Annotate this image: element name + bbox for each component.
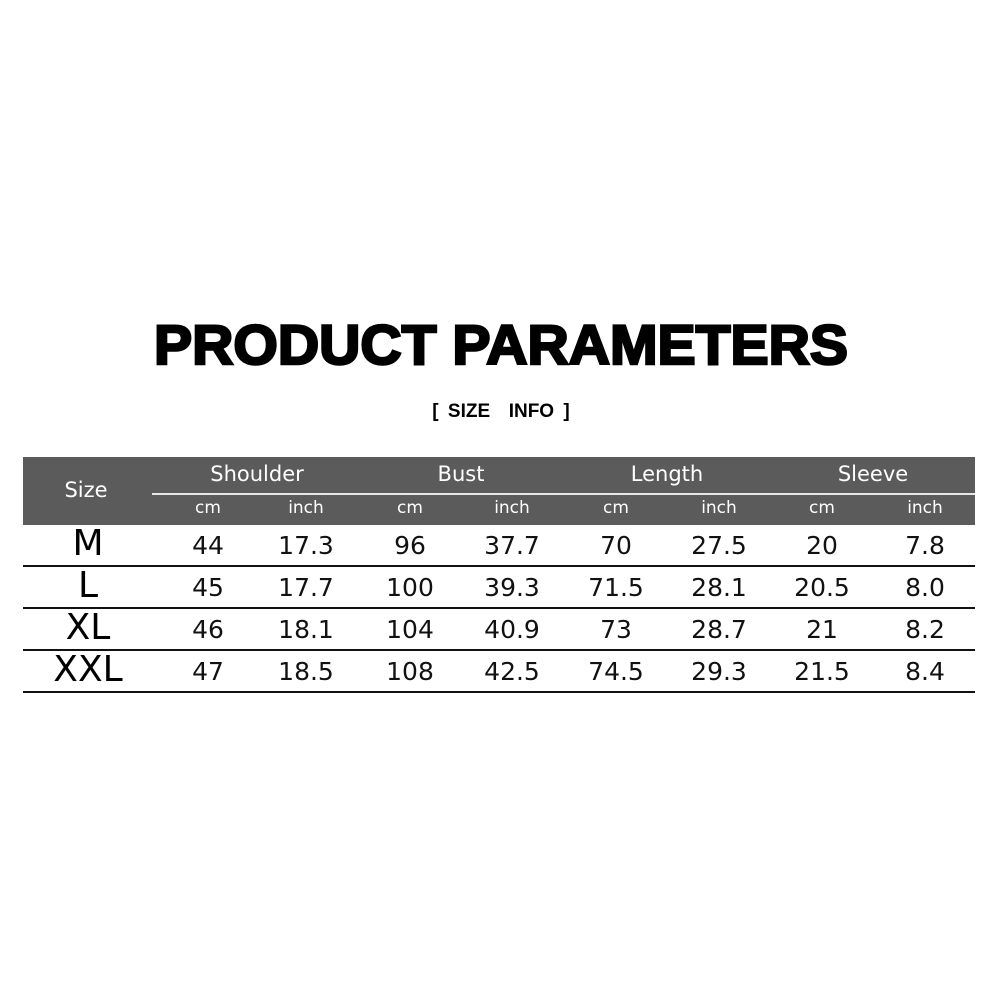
unit-header: cm xyxy=(195,498,221,518)
table-cell: 28.1 xyxy=(691,573,747,602)
table-cell: 70 xyxy=(600,531,632,560)
table-cell: 45 xyxy=(192,573,224,602)
subtitle: [ SIZE INFO ] xyxy=(432,401,570,422)
row-divider xyxy=(23,691,975,693)
unit-header: cm xyxy=(809,498,835,518)
table-cell: 44 xyxy=(192,531,224,560)
table-cell: 21.5 xyxy=(794,657,850,686)
table-cell: 37.7 xyxy=(484,531,540,560)
table-cell: 17.7 xyxy=(278,573,334,602)
table-cell: 100 xyxy=(386,573,434,602)
table-cell: 29.3 xyxy=(691,657,747,686)
table-cell: 8.4 xyxy=(905,657,945,686)
unit-header: cm xyxy=(397,498,423,518)
table-cell: 108 xyxy=(386,657,434,686)
table-cell: 18.1 xyxy=(278,615,334,644)
table-header xyxy=(23,457,975,525)
row-divider xyxy=(23,649,975,651)
group-header: Shoulder xyxy=(210,462,304,486)
table-cell: 47 xyxy=(192,657,224,686)
row-divider xyxy=(23,565,975,567)
table-cell: 18.5 xyxy=(278,657,334,686)
table-cell: 96 xyxy=(394,531,426,560)
row-divider xyxy=(23,607,975,609)
unit-header: cm xyxy=(603,498,629,518)
size-label: XL xyxy=(65,607,111,648)
table-cell: 104 xyxy=(386,615,434,644)
table-cell: 42.5 xyxy=(484,657,540,686)
table-cell: 46 xyxy=(192,615,224,644)
table-cell: 20 xyxy=(806,531,838,560)
table-cell: 7.8 xyxy=(905,531,945,560)
table-cell: 8.2 xyxy=(905,615,945,644)
table-cell: 74.5 xyxy=(588,657,644,686)
group-header: Sleeve xyxy=(837,462,909,486)
size-label: L xyxy=(77,565,99,606)
table-cell: 28.7 xyxy=(691,615,747,644)
table-cell: 40.9 xyxy=(484,615,540,644)
table-cell: 20.5 xyxy=(794,573,850,602)
unit-header: inch xyxy=(701,498,737,518)
unit-header: inch xyxy=(494,498,530,518)
size-label: XXL xyxy=(53,649,123,690)
page-title: PRODUCT PARAMETERS xyxy=(153,312,849,378)
unit-header: inch xyxy=(288,498,324,518)
table-cell: 27.5 xyxy=(691,531,747,560)
table-cell: 39.3 xyxy=(484,573,540,602)
unit-header: inch xyxy=(907,498,943,518)
table-cell: 71.5 xyxy=(588,573,644,602)
group-header: Bust xyxy=(437,462,485,486)
size-label: M xyxy=(72,523,104,564)
table-cell: 73 xyxy=(600,615,632,644)
size-column-header: Size xyxy=(64,478,108,502)
table-cell: 8.0 xyxy=(905,573,945,602)
header-divider xyxy=(152,493,975,495)
table-cell: 21 xyxy=(806,615,838,644)
table-cell: 17.3 xyxy=(278,531,334,560)
group-header: Length xyxy=(630,462,704,486)
